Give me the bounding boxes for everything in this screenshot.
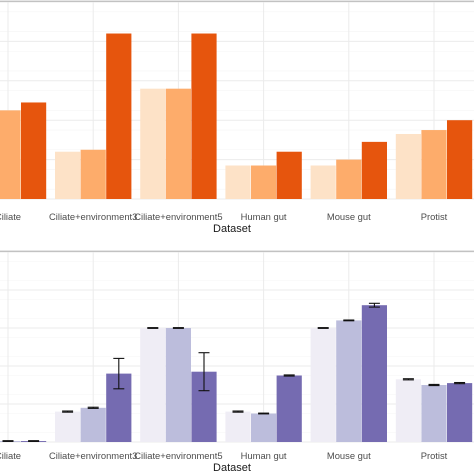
error-bar (87, 406, 99, 409)
x-tick-label: Mouse gut (327, 450, 371, 461)
x-tick-label: Ciliate+environment3 (49, 450, 137, 461)
bar-mouse-gut-series-3 (361, 305, 387, 442)
bar-human-gut-series-1 (225, 165, 251, 199)
chart-panel-1: Ciliate Ciliate+environment3Ciliate+envir… (0, 0, 474, 235)
error-bar (402, 378, 414, 381)
x-axis-title: Dataset (213, 223, 251, 235)
bar-protist-series-2 (421, 385, 447, 442)
error-bar (368, 302, 380, 308)
bar-ciliate-environment3-series-1 (55, 151, 81, 199)
bar-mouse-gut-series-2 (336, 159, 362, 199)
x-axis-title: Dataset (213, 462, 251, 474)
bar-ciliate-environment3-series-1 (55, 411, 81, 442)
bar-ciliate-environment3-series-2 (80, 407, 106, 442)
bar-protist-series-3 (447, 383, 473, 442)
error-bar (317, 327, 329, 329)
bar-human-gut-series-2 (251, 413, 277, 442)
bar-ciliate-environment5-series-2 (165, 88, 191, 199)
bar-human-gut-series-1 (225, 411, 251, 442)
x-tick-label: Ciliate+environment3 (49, 211, 137, 222)
error-bar (198, 352, 210, 392)
x-tick-label: Ciliate (0, 211, 21, 222)
error-bar (172, 327, 184, 329)
error-bar (62, 410, 74, 413)
bar-human-gut-series-3 (276, 151, 302, 199)
bar-mouse-gut-series-1 (310, 165, 336, 199)
bar-ciliate-environment5-series-2 (165, 328, 191, 442)
bar-protist-series-1 (395, 379, 421, 442)
bar-ciliate-series-2 (0, 110, 21, 199)
error-bar (283, 374, 295, 377)
x-tick-label: Ciliate+environment5 (134, 450, 222, 461)
error-bar (2, 440, 14, 442)
error-bar (232, 410, 244, 413)
error-bar (343, 319, 355, 322)
bar-ciliate-environment5-series-1 (140, 88, 166, 199)
bar-human-gut-series-3 (276, 375, 302, 442)
error-bar (147, 327, 159, 329)
bar-protist-series-2 (421, 130, 447, 199)
bar-ciliate-environment3-series-2 (80, 149, 106, 199)
bar-protist-series-1 (395, 133, 421, 199)
bar-ciliate-environment5-series-3 (191, 33, 217, 199)
bar-ciliate-series-3 (21, 102, 47, 199)
x-tick-label: Ciliate (0, 450, 21, 461)
x-tick-label: Mouse gut (327, 211, 371, 222)
x-tick-label: Ciliate+environment5 (134, 211, 222, 222)
bar-mouse-gut-series-3 (361, 141, 387, 199)
error-bar (258, 412, 270, 415)
bar-human-gut-series-2 (251, 165, 277, 199)
chart-panel-2: Ciliate Ciliate+environment3Ciliate+envir… (0, 250, 474, 474)
bar-mouse-gut-series-2 (336, 320, 362, 442)
x-tick-label: Human gut (241, 211, 287, 222)
bar-ciliate-environment5-series-1 (140, 328, 166, 442)
bar-mouse-gut-series-1 (310, 328, 336, 442)
x-tick-label: Protist (421, 450, 448, 461)
error-bar (28, 440, 40, 442)
error-bar (428, 383, 440, 387)
error-bar (113, 357, 125, 390)
bar-ciliate-environment3-series-3 (106, 33, 132, 199)
error-bar (454, 381, 466, 385)
bar-protist-series-3 (447, 120, 473, 199)
x-tick-label: Human gut (241, 450, 287, 461)
x-tick-label: Protist (421, 211, 448, 222)
